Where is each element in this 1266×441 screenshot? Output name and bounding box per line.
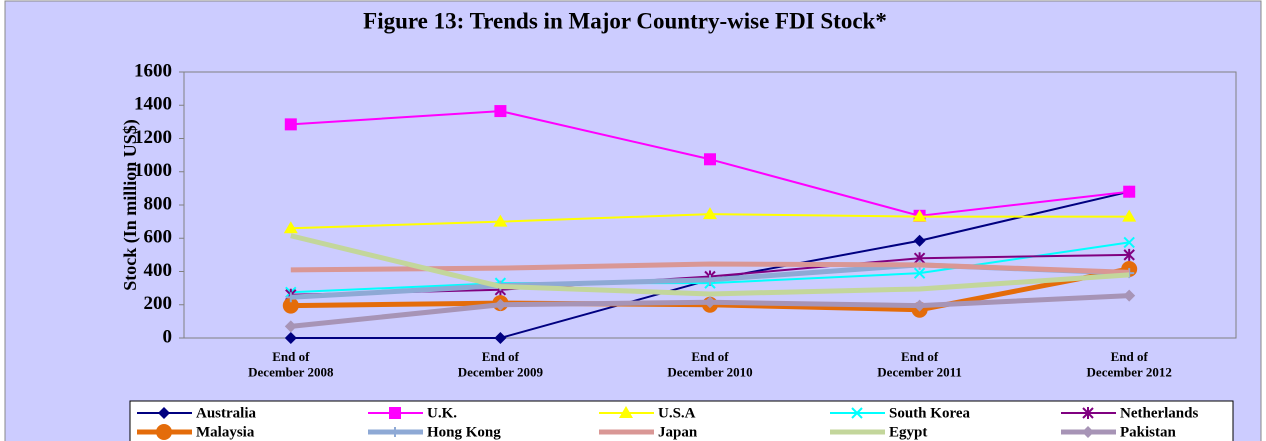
legend-label: Malaysia (196, 424, 255, 440)
legend-marker (389, 407, 401, 419)
data-point (912, 209, 927, 222)
legend-label: Egypt (889, 424, 927, 440)
legend-marker (1082, 407, 1094, 419)
legend-marker (1082, 426, 1094, 438)
legend-label: Australia (196, 405, 257, 421)
data-point (913, 267, 926, 279)
data-point (494, 332, 507, 344)
legend-label: U.S.A (658, 405, 696, 421)
data-point (494, 105, 507, 118)
chart-title: Figure 13: Trends in Major Country-wise … (363, 8, 887, 33)
legend-label: South Korea (889, 405, 970, 421)
series-line (290, 233, 1130, 297)
y-tick-label: 400 (144, 260, 173, 281)
data-point (913, 299, 926, 312)
legend-marker (619, 406, 633, 418)
data-point (285, 292, 296, 303)
data-point (1123, 185, 1136, 198)
data-point (1123, 289, 1136, 302)
y-tick-label: 600 (144, 227, 173, 248)
data-point (704, 296, 716, 309)
y-axis-label: Stock (In million US$) (120, 119, 141, 291)
x-tick-label: End of December 2008 (248, 349, 334, 380)
y-tick-label: 1600 (134, 60, 172, 81)
legend-label: Hong Kong (427, 424, 501, 440)
data-point (1122, 209, 1137, 222)
legend-label: Netherlands (1120, 405, 1198, 421)
y-tick-label: 1000 (134, 160, 172, 181)
data-point (705, 274, 715, 285)
y-tick-label: 1400 (134, 94, 172, 115)
legend-marker (158, 407, 170, 419)
data-point (493, 214, 508, 227)
y-tick-label: 1200 (134, 127, 172, 148)
legend-label: U.K. (427, 405, 457, 421)
data-point (1123, 236, 1135, 249)
x-tick-label: End of December 2009 (458, 349, 544, 380)
y-tick-label: 0 (163, 326, 173, 347)
data-point (703, 207, 717, 220)
legend-label: Pakistan (1120, 424, 1177, 440)
x-tick-label: End of December 2012 (1087, 349, 1172, 380)
data-point (494, 298, 507, 311)
x-tick-label: End of December 2010 (667, 349, 752, 380)
legend-marker (156, 424, 172, 440)
x-tick-label: End of December 2011 (877, 349, 962, 380)
data-point (1123, 248, 1135, 261)
legend-marker (851, 407, 863, 419)
data-point (704, 153, 716, 166)
y-tick-label: 200 (144, 293, 173, 314)
data-point (913, 234, 926, 247)
data-point (283, 221, 298, 234)
data-point (284, 332, 297, 344)
legend-marker (390, 427, 400, 437)
data-point (284, 320, 297, 333)
data-point (284, 118, 297, 131)
y-tick-label: 800 (144, 193, 173, 214)
legend-label: Japan (658, 424, 698, 440)
data-point (282, 297, 299, 314)
legend (129, 400, 1234, 441)
